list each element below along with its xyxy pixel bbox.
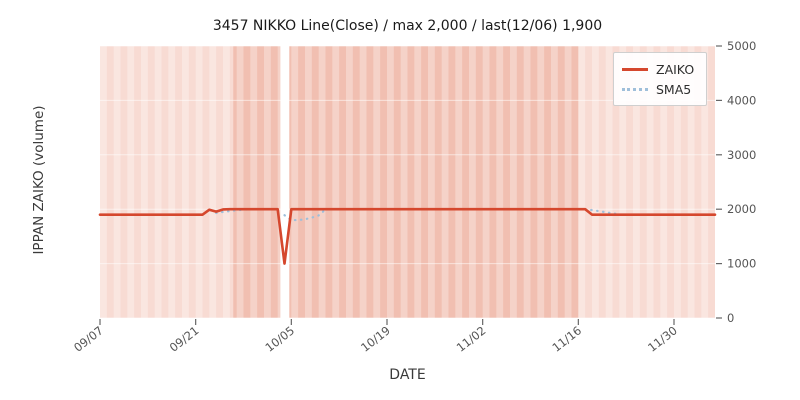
- y-tick-label: 4000: [727, 93, 756, 107]
- x-tick-label: 10/19: [358, 323, 393, 354]
- sma5-line-sample-icon: [622, 87, 648, 91]
- legend-label-zaiko: ZAIKO: [656, 61, 695, 77]
- plot-background: [100, 46, 715, 318]
- legend-entry-zaiko: ZAIKO: [622, 59, 698, 79]
- legend: ZAIKO SMA5: [613, 52, 707, 106]
- y-tick-label: 1000: [727, 257, 756, 271]
- zaiko-line-sample-icon: [622, 67, 648, 71]
- chart-title: 3457 NIKKO Line(Close) / max 2,000 / las…: [212, 18, 603, 34]
- x-tick-label: 11/30: [645, 323, 680, 354]
- zaiko-line: [98, 207, 717, 265]
- sma5-line: [215, 208, 621, 222]
- x-tick-label: 10/05: [262, 323, 297, 354]
- x-tick-label: 09/07: [71, 323, 106, 354]
- x-ticks: 09/07 09/21 10/05 10/19 11/02 11/16 11/30: [71, 319, 680, 355]
- highlight-band: [233, 46, 579, 318]
- x-tick-label: 11/02: [454, 323, 489, 354]
- y-tick-label: 3000: [727, 148, 756, 162]
- x-tick-label: 09/21: [167, 323, 202, 354]
- y-tick-label: 5000: [727, 39, 756, 53]
- y-tick-label: 0: [727, 311, 734, 325]
- y-tick-label: 2000: [727, 202, 756, 216]
- gap-band: [280, 46, 290, 318]
- legend-label-sma5: SMA5: [656, 81, 692, 97]
- x-axis-label: DATE: [389, 367, 426, 383]
- legend-entry-sma5: SMA5: [622, 79, 698, 99]
- y-ticks: 0 1000 2000 3000 4000 5000: [716, 39, 756, 325]
- x-tick-label: 11/16: [549, 323, 584, 354]
